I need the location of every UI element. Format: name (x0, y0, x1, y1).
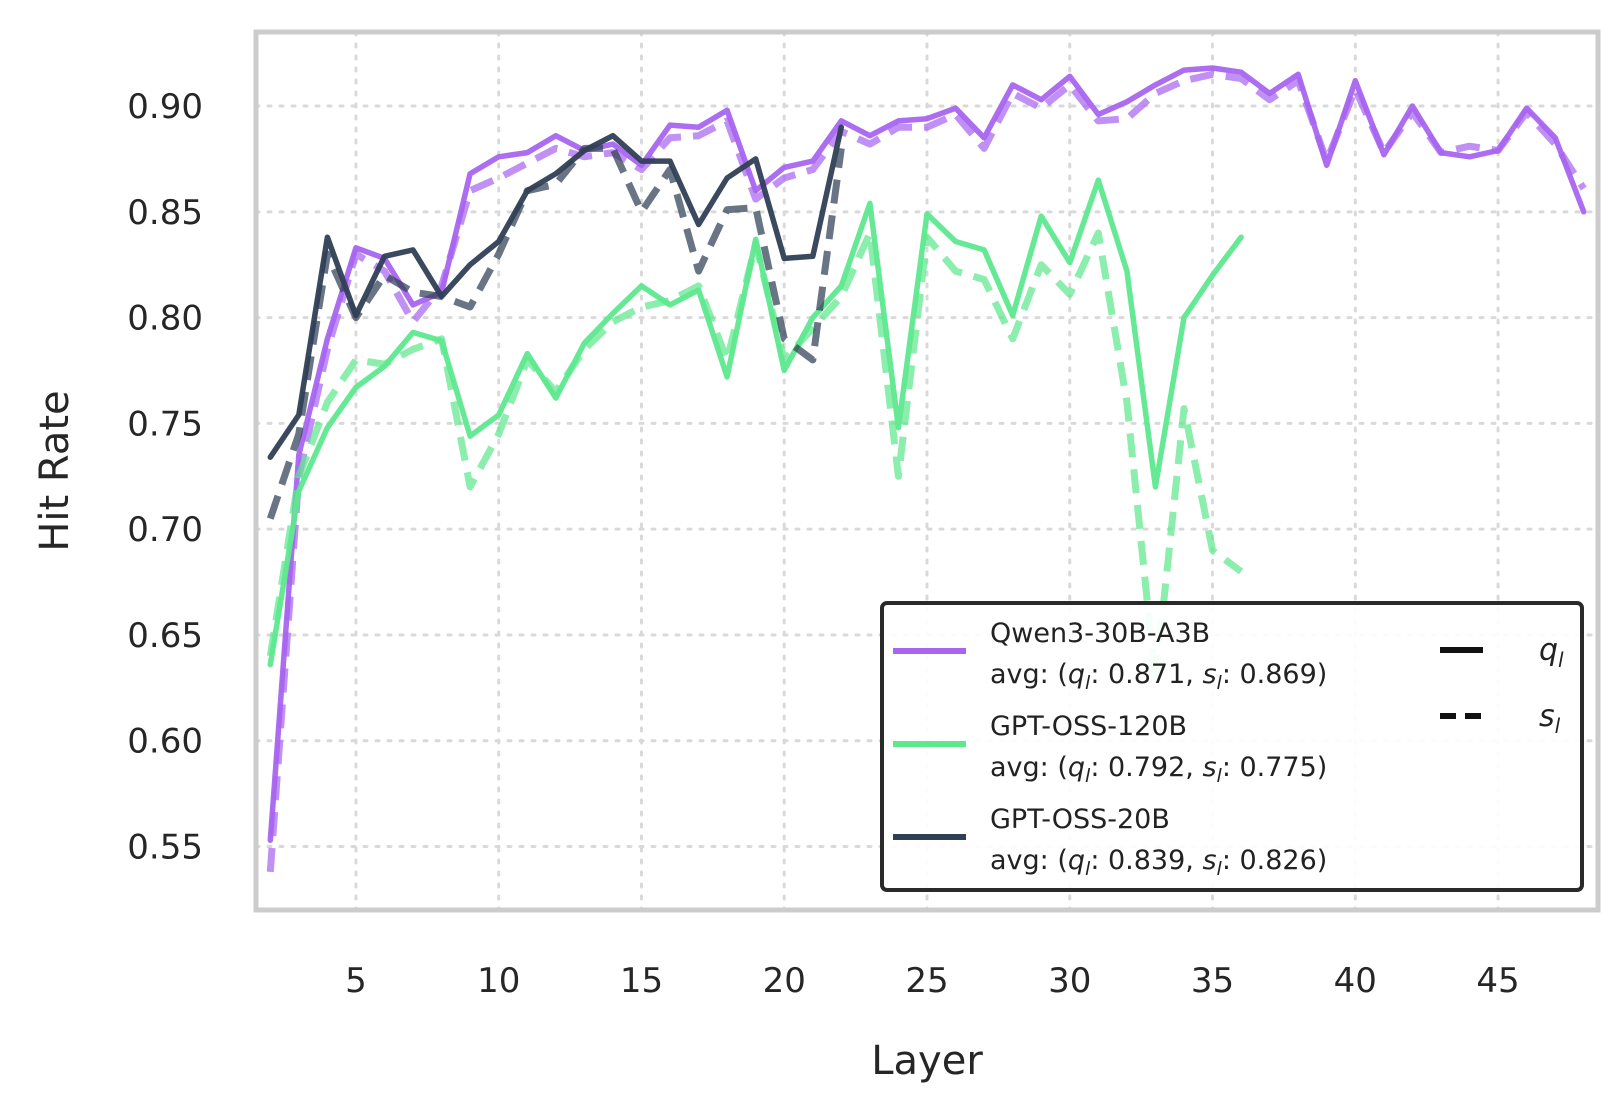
y-tick-labels: 0.55 0.60 0.65 0.70 0.75 0.80 0.85 0.90 (127, 87, 203, 867)
legend-series-name: GPT-OSS-120B (990, 711, 1187, 742)
y-tick-label: 0.60 (127, 722, 203, 762)
legend: Qwen3-30B-A3B avg: (ql: 0.871, sl: 0.869… (880, 601, 1584, 892)
x-tick-label: 5 (345, 961, 367, 1001)
legend-entry-1: GPT-OSS-120B avg: (ql: 0.792, sl: 0.775) (893, 711, 1327, 787)
y-tick-label: 0.70 (127, 510, 203, 550)
y-tick-label: 0.85 (127, 193, 203, 233)
y-tick-label: 0.65 (127, 616, 203, 656)
series-2 (266, 124, 845, 520)
x-tick-label: 10 (477, 961, 520, 1001)
series-0 (266, 65, 1587, 873)
legend-avg-label: avg: (ql: 0.839, sl: 0.826) (990, 845, 1327, 880)
x-tick-label: 30 (1048, 961, 1091, 1001)
legend-avg-label: avg: (ql: 0.871, sl: 0.869) (990, 659, 1327, 694)
x-tick-label: 40 (1334, 961, 1377, 1001)
legend-entry-0: Qwen3-30B-A3B avg: (ql: 0.871, sl: 0.869… (893, 618, 1327, 694)
series-q-line (267, 65, 1587, 843)
x-tick-label: 20 (763, 961, 806, 1001)
series-q-line (267, 124, 845, 460)
legend-avg-label: avg: (ql: 0.792, sl: 0.775) (990, 752, 1327, 787)
legend-style-label: sl (1539, 699, 1561, 738)
legend-entry-2: GPT-OSS-20B avg: (ql: 0.839, sl: 0.826) (893, 804, 1327, 880)
series-q-line (267, 177, 1244, 668)
legend-style-label: ql (1539, 633, 1564, 672)
x-tick-labels: 5 10 15 20 25 30 35 40 45 (345, 961, 1520, 1001)
series-s-line (266, 144, 845, 520)
legend-series-name: Qwen3-30B-A3B (990, 618, 1210, 649)
legend-style-solid: ql (1440, 633, 1564, 672)
legend-style-dashed: sl (1440, 699, 1561, 738)
x-tick-label: 35 (1191, 961, 1234, 1001)
plot-frame (253, 29, 1601, 913)
y-tick-label: 0.75 (127, 404, 203, 444)
x-tick-label: 15 (620, 961, 663, 1001)
x-axis-label: Layer (871, 1038, 983, 1084)
legend-box (880, 601, 1584, 892)
legend-series-name: GPT-OSS-20B (990, 804, 1170, 835)
series-layer (266, 65, 1587, 873)
y-axis-label: Hit Rate (32, 390, 78, 551)
x-tick-label: 45 (1476, 961, 1519, 1001)
x-tick-label: 25 (905, 961, 948, 1001)
y-tick-label: 0.80 (127, 299, 203, 339)
y-tick-label: 0.55 (127, 828, 203, 868)
y-tick-label: 0.90 (127, 87, 203, 127)
series-1 (266, 177, 1244, 685)
